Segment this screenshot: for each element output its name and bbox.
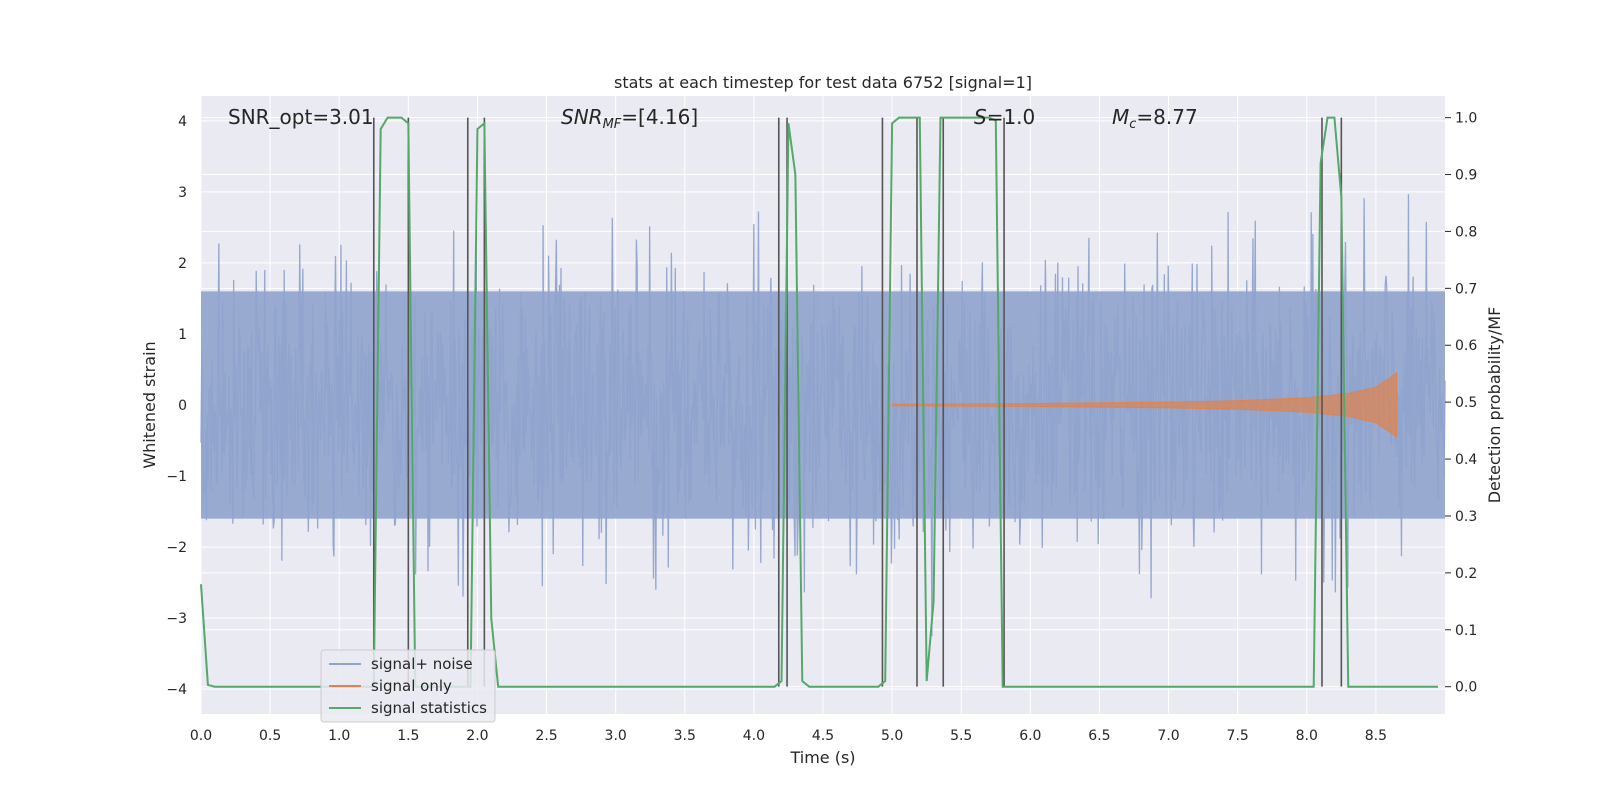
y2-tick-label: 0.2 — [1455, 566, 1477, 582]
y2-tick-label: 1.0 — [1455, 111, 1477, 127]
x-tick-label: 8.0 — [1296, 728, 1318, 744]
y2-tick-label: 0.5 — [1455, 395, 1477, 411]
x-tick-label: 0.5 — [259, 728, 281, 744]
annotation-s: S=1.0 — [974, 105, 1035, 129]
y2-axis-label: Detection probability/MF — [1485, 307, 1504, 504]
legend-box — [320, 649, 496, 723]
series-signal-statistics — [200, 116, 1439, 688]
y-tick-label: 0 — [178, 398, 187, 414]
y-tick-label: 1 — [178, 327, 187, 343]
y-tick-label: 3 — [178, 185, 187, 201]
x-tick-label: 7.5 — [1227, 728, 1249, 744]
x-tick-label: 4.0 — [743, 728, 765, 744]
y-tick-label: −4 — [166, 682, 187, 698]
x-tick-label: 0.0 — [190, 728, 212, 744]
x-tick-label: 8.5 — [1365, 728, 1387, 744]
x-tick-label: 4.5 — [812, 728, 834, 744]
y-tick-label: 2 — [178, 256, 187, 272]
x-axis-label: Time (s) — [789, 748, 855, 767]
annotation-layer: SNR_opt=3.01 SNRMF=[4.16] S=1.0 Mc=8.77 — [228, 105, 1198, 132]
tick-layer: 0.0 0.5 1.0 1.5 2.0 2.5 3.0 3.5 4.0 4.5 5.0 5.5 6.0 6… — [166, 111, 1477, 744]
x-tick-label: 3.0 — [605, 728, 627, 744]
y2-tick-label: 0.1 — [1455, 623, 1477, 639]
y-tick-label: −3 — [166, 611, 187, 627]
annotation-snr-mf: SNRMF=[4.16] — [561, 105, 698, 132]
legend-label-signal: signal only — [371, 677, 452, 695]
x-tick-label: 7.0 — [1157, 728, 1179, 744]
x-tick-label: 5.5 — [950, 728, 972, 744]
legend: signal+ noise signal only signal statist… — [320, 649, 496, 723]
y-tick-label: −1 — [166, 469, 187, 485]
legend-label-stats: signal statistics — [371, 699, 487, 717]
legend-label-noise: signal+ noise — [371, 655, 473, 673]
chart-title: stats at each timestep for test data 675… — [614, 73, 1032, 92]
y2-tick-label: 0.0 — [1455, 680, 1477, 696]
x-tick-label: 3.5 — [674, 728, 696, 744]
y-axis-label: Whitened strain — [140, 341, 159, 468]
x-tick-label: 2.0 — [466, 728, 488, 744]
x-tick-label: 6.5 — [1088, 728, 1110, 744]
y2-tick-label: 0.8 — [1455, 224, 1477, 240]
y2-tick-label: 0.9 — [1455, 168, 1477, 184]
y-tick-label: 4 — [178, 114, 187, 130]
annotation-mc: Mc=8.77 — [1112, 105, 1198, 132]
x-tick-label: 5.0 — [881, 728, 903, 744]
y-tick-label: −2 — [166, 540, 187, 556]
y2-tick-label: 0.7 — [1455, 281, 1477, 297]
x-tick-label: 1.0 — [328, 728, 350, 744]
x-tick-label: 1.5 — [397, 728, 419, 744]
stat-layer — [200, 116, 1439, 688]
series-signal-only — [891, 372, 1398, 438]
y2-tick-label: 0.6 — [1455, 338, 1477, 354]
chirp-layer — [891, 372, 1398, 438]
x-tick-label: 6.0 — [1019, 728, 1041, 744]
y2-tick-label: 0.3 — [1455, 509, 1477, 525]
y2-tick-label: 0.4 — [1455, 452, 1477, 468]
annotation-snr-opt: SNR_opt=3.01 — [228, 105, 374, 129]
x-tick-label: 2.5 — [535, 728, 557, 744]
